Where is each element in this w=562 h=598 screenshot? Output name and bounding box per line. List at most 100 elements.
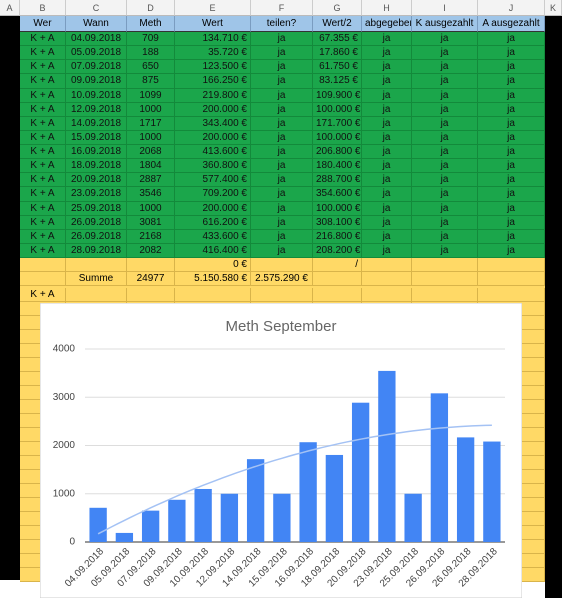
table-cell: ja bbox=[251, 173, 313, 188]
table-cell: 07.09.2018 bbox=[66, 60, 127, 75]
table-cell: ja bbox=[412, 215, 478, 230]
table-cell: ja bbox=[412, 130, 478, 145]
table-cell: K + A bbox=[20, 187, 66, 202]
table-cell: 1099 bbox=[127, 88, 175, 103]
table-cell: ja bbox=[251, 145, 313, 160]
table-cell: / bbox=[313, 258, 362, 272]
column-letter: B bbox=[20, 0, 66, 16]
table-cell: ja bbox=[362, 46, 412, 61]
table-cell: ja bbox=[251, 243, 313, 258]
table-cell: 83.125 € bbox=[313, 74, 362, 89]
table-cell: 308.100 € bbox=[313, 215, 362, 230]
column-letter: J bbox=[478, 0, 545, 16]
table-cell: 35.720 € bbox=[175, 46, 251, 61]
table-cell: 709.200 € bbox=[175, 187, 251, 202]
table-cell: ja bbox=[362, 229, 412, 244]
table-cell: 709 bbox=[127, 32, 175, 47]
table-cell: K + A bbox=[20, 102, 66, 117]
table-cell: ja bbox=[251, 102, 313, 117]
header-cell: teilen? bbox=[251, 16, 313, 32]
table-cell: ja bbox=[362, 243, 412, 258]
table-cell: 09.09.2018 bbox=[66, 74, 127, 89]
table-cell: 25.09.2018 bbox=[66, 201, 127, 216]
table-cell: ja bbox=[478, 187, 545, 202]
table-cell: 343.400 € bbox=[175, 116, 251, 131]
table-cell: ja bbox=[412, 187, 478, 202]
table-cell: 166.250 € bbox=[175, 74, 251, 89]
side-strip bbox=[0, 16, 20, 580]
header-cell: Meth bbox=[127, 16, 175, 32]
table-cell: 12.09.2018 bbox=[66, 102, 127, 117]
table-cell: ja bbox=[251, 60, 313, 75]
table-cell: ja bbox=[362, 88, 412, 103]
table-cell: K + A bbox=[20, 288, 66, 302]
bar bbox=[141, 510, 160, 542]
bar bbox=[456, 437, 475, 542]
table-cell: ja bbox=[251, 130, 313, 145]
column-letter: F bbox=[251, 0, 313, 16]
bar bbox=[273, 493, 291, 542]
header-cell: A ausgezahlt bbox=[478, 16, 545, 32]
table-cell: K + A bbox=[20, 130, 66, 145]
table-cell: 413.600 € bbox=[175, 145, 251, 160]
header-cell: K ausgezahlt bbox=[412, 16, 478, 32]
header-cell: Wer bbox=[20, 16, 66, 32]
table-cell: 2068 bbox=[127, 145, 175, 160]
table-cell: ja bbox=[412, 74, 478, 89]
table-cell: K + A bbox=[20, 46, 66, 61]
table-cell: K + A bbox=[20, 74, 66, 89]
table-cell: 67.355 € bbox=[313, 32, 362, 47]
column-letter: G bbox=[313, 0, 362, 16]
column-letter: D bbox=[127, 0, 175, 16]
table-cell: 2.575.290 € bbox=[251, 272, 313, 286]
table-cell: 650 bbox=[127, 60, 175, 75]
table-cell: 219.800 € bbox=[175, 88, 251, 103]
table-cell: ja bbox=[362, 215, 412, 230]
table-cell: 288.700 € bbox=[313, 173, 362, 188]
table-cell: ja bbox=[362, 159, 412, 174]
table-cell: 616.200 € bbox=[175, 215, 251, 230]
bar bbox=[194, 488, 212, 542]
table-cell: ja bbox=[251, 229, 313, 244]
table-cell: 1000 bbox=[127, 130, 175, 145]
table-cell: 0 € bbox=[175, 258, 251, 272]
table-cell: 416.400 € bbox=[175, 243, 251, 258]
table-cell: ja bbox=[412, 159, 478, 174]
table-cell bbox=[20, 258, 66, 272]
table-cell: 26.09.2018 bbox=[66, 229, 127, 244]
table-cell: ja bbox=[362, 32, 412, 47]
table-cell: 23.09.2018 bbox=[66, 187, 127, 202]
table-cell: ja bbox=[251, 215, 313, 230]
table-cell bbox=[66, 258, 127, 272]
table-cell: 3081 bbox=[127, 215, 175, 230]
table-cell: 100.000 € bbox=[313, 130, 362, 145]
y-tick-label: 1000 bbox=[53, 488, 76, 499]
table-cell: 20.09.2018 bbox=[66, 173, 127, 188]
header-cell: Wert/2 bbox=[313, 16, 362, 32]
table-cell: K + A bbox=[20, 215, 66, 230]
table-cell: 2887 bbox=[127, 173, 175, 188]
table-cell: ja bbox=[478, 201, 545, 216]
table-cell: 100.000 € bbox=[313, 102, 362, 117]
column-letter: A bbox=[0, 0, 20, 16]
table-cell: 1000 bbox=[127, 201, 175, 216]
table-cell: 15.09.2018 bbox=[66, 130, 127, 145]
table-cell bbox=[251, 258, 313, 272]
table-cell: K + A bbox=[20, 201, 66, 216]
table-cell: 10.09.2018 bbox=[66, 88, 127, 103]
table-cell: ja bbox=[362, 187, 412, 202]
table-cell bbox=[313, 272, 362, 286]
table-cell: ja bbox=[478, 102, 545, 117]
table-cell: 05.09.2018 bbox=[66, 46, 127, 61]
table-cell: 134.710 € bbox=[175, 32, 251, 47]
table-cell: ja bbox=[478, 145, 545, 160]
column-letter: E bbox=[175, 0, 251, 16]
column-letter: I bbox=[412, 0, 478, 16]
table-cell: ja bbox=[251, 187, 313, 202]
bar bbox=[220, 493, 239, 542]
table-cell bbox=[412, 258, 478, 272]
table-cell bbox=[66, 288, 127, 302]
table-cell: 360.800 € bbox=[175, 159, 251, 174]
table-cell: ja bbox=[478, 88, 545, 103]
column-letter: K bbox=[545, 0, 562, 16]
